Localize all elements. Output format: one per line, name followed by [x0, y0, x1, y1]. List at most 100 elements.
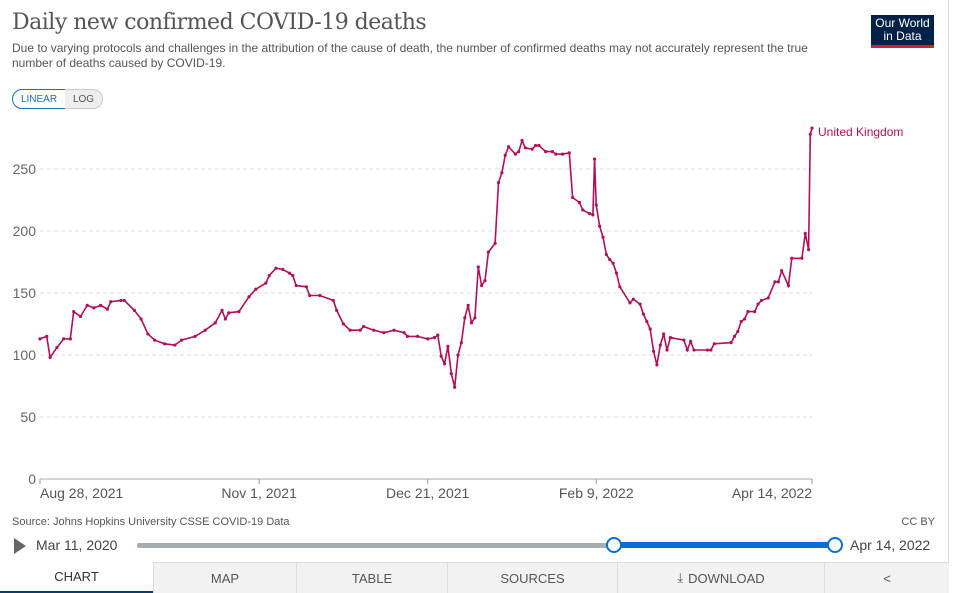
data-point — [577, 200, 581, 205]
y-tick-label: 250 — [13, 161, 37, 177]
data-point — [560, 152, 565, 156]
linear-scale-button[interactable]: LINEAR — [12, 89, 66, 109]
data-point — [594, 203, 598, 207]
data-point — [163, 342, 167, 346]
data-point — [254, 287, 258, 291]
data-point — [274, 266, 278, 270]
data-point — [466, 303, 470, 307]
timeline-start-label: Mar 11, 2020 — [36, 537, 118, 553]
data-point — [641, 312, 646, 316]
share-button[interactable]: < — [824, 562, 949, 593]
y-tick-label: 50 — [20, 409, 36, 425]
data-point — [662, 332, 666, 336]
data-point — [415, 334, 420, 338]
data-point — [651, 349, 656, 353]
data-point — [655, 363, 659, 367]
data-point — [786, 283, 791, 288]
data-point — [520, 138, 524, 143]
data-point — [790, 256, 794, 260]
data-point — [601, 235, 605, 239]
x-tick-label: Dec 21, 2021 — [386, 485, 469, 501]
data-point — [766, 296, 770, 300]
data-point — [689, 339, 693, 343]
data-point — [304, 285, 308, 289]
data-point — [193, 334, 197, 338]
timeline-selected-range[interactable] — [613, 542, 835, 548]
y-tick-label: 200 — [13, 223, 37, 239]
data-point — [203, 328, 207, 332]
data-point — [780, 269, 784, 273]
data-point — [348, 328, 352, 332]
data-point — [105, 307, 110, 311]
data-point — [122, 298, 126, 303]
data-point — [476, 265, 480, 269]
data-point — [746, 310, 750, 314]
data-point — [173, 343, 177, 347]
timeline-track[interactable] — [137, 543, 835, 548]
data-point — [776, 280, 780, 284]
chart-title: Daily new confirmed COVID-19 deaths — [12, 10, 427, 35]
data-point — [604, 252, 608, 257]
data-point — [473, 316, 477, 320]
y-tick-label: 100 — [13, 347, 37, 363]
x-tick-label: Aug 28, 2021 — [40, 485, 124, 501]
timeline-start-handle[interactable] — [605, 537, 622, 553]
source-note[interactable]: Source: Johns Hopkins University CSSE CO… — [12, 516, 290, 528]
tab-sources[interactable]: SOURCES — [447, 562, 617, 593]
series-line-united-kingdom — [39, 127, 813, 388]
tab-chart[interactable]: CHART — [0, 562, 153, 593]
data-point — [72, 310, 76, 314]
data-point — [446, 344, 450, 348]
data-point — [402, 331, 406, 335]
data-point — [213, 321, 217, 325]
data-point — [665, 348, 669, 352]
download-label: DOWNLOAD — [688, 570, 765, 586]
data-point — [237, 310, 241, 314]
data-point — [68, 337, 72, 341]
data-point — [179, 338, 184, 342]
data-point — [808, 132, 812, 136]
data-point — [571, 195, 575, 200]
data-point — [267, 274, 271, 278]
license-link[interactable]: CC BY — [901, 516, 935, 528]
play-icon[interactable] — [14, 538, 26, 554]
data-point — [648, 327, 652, 331]
timeline-end-handle[interactable] — [827, 537, 843, 553]
tab-map[interactable]: MAP — [153, 562, 296, 593]
data-point — [668, 336, 673, 340]
data-point — [682, 338, 686, 342]
data-point — [581, 208, 585, 212]
data-point — [500, 171, 504, 175]
data-point — [132, 308, 136, 312]
data-point — [550, 150, 555, 154]
data-point — [591, 213, 595, 217]
data-point — [469, 321, 474, 325]
data-point — [291, 274, 295, 278]
tab-bar: CHART MAP TABLE SOURCES ⤓ DOWNLOAD < — [0, 562, 949, 593]
data-point — [618, 285, 622, 289]
data-point — [800, 256, 804, 260]
data-point — [318, 293, 322, 298]
owid-logo[interactable]: Our World in Data — [871, 15, 934, 48]
data-point — [705, 348, 710, 352]
tab-download[interactable]: ⤓ DOWNLOAD — [617, 562, 824, 593]
data-point — [247, 295, 251, 299]
tab-table[interactable]: TABLE — [296, 562, 447, 593]
data-point — [685, 348, 689, 352]
data-point — [109, 300, 113, 304]
data-point — [736, 329, 740, 334]
data-point — [335, 308, 339, 312]
line-chart: 0 50 100 150 200 250 Aug 28, 2021 Nov 1, 2021 De… — [13, 125, 904, 501]
data-point — [692, 348, 696, 352]
y-tick-label: 0 — [28, 471, 36, 487]
data-point — [638, 302, 642, 306]
data-point — [533, 143, 538, 148]
data-point — [480, 283, 484, 288]
series-label: United Kingdom — [818, 125, 903, 139]
timeline-end-label: Apr 14, 2022 — [850, 537, 931, 553]
log-scale-button[interactable]: LOG — [65, 89, 103, 109]
data-point — [739, 319, 743, 324]
data-point — [486, 250, 490, 254]
data-point — [48, 355, 52, 360]
